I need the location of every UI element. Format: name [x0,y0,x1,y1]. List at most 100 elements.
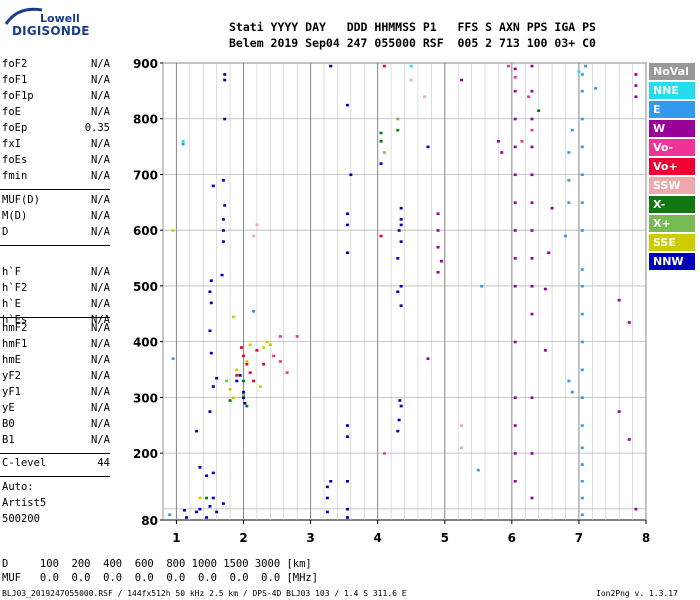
param-name: yF2 [2,370,21,382]
point-w [426,357,430,360]
point-nnw [399,223,403,227]
point-nnw [349,173,353,177]
point-nne [409,64,413,68]
param-row: h`F N/A [2,266,110,282]
y-tick-label: 80 [141,514,158,528]
param-value: N/A [91,370,110,382]
point-w [530,496,534,500]
point-ssw [252,234,256,238]
point-e [580,479,584,483]
point-x [242,379,245,383]
x-tick-label: 6 [508,531,516,545]
point-w [634,507,638,511]
point-vo [278,335,282,338]
param-name: h`E [2,298,21,310]
point-nnw [223,117,227,121]
point-x [245,404,249,408]
param-row: yF2 N/A [2,370,110,386]
x-tick-label: 3 [306,531,314,545]
param-value: N/A [91,298,110,310]
point-nnw [345,223,349,227]
point-w [530,257,534,260]
point-sse [262,346,266,349]
point-nnw [396,429,400,433]
point-sse [231,315,235,319]
point-e [181,142,185,146]
point-nnw [238,374,242,377]
point-e [580,424,584,427]
autoscaling-info-line: 500200 [2,513,40,525]
point-vo [379,234,383,238]
point-nnw [399,206,403,210]
point-vo [239,346,243,349]
point-w [436,212,440,216]
point-vo [527,95,531,99]
param-row: foEs N/A [2,154,110,170]
param-value: N/A [91,106,110,118]
point-e [567,201,571,204]
point-nnw [195,429,199,433]
point-nnw [211,496,215,500]
param-name: hmE [2,354,21,366]
point-e [580,201,584,204]
point-e [580,268,584,271]
point-e [567,179,571,182]
point-w [543,349,547,352]
point-vo [262,362,266,366]
point-sse [231,396,235,399]
point-w [439,259,443,263]
point-w [634,84,638,87]
point-e [580,145,584,149]
point-vo [248,371,252,374]
point-nnw [205,516,209,519]
point-e [580,446,584,450]
param-value: N/A [91,418,110,430]
point-w [513,340,517,344]
point-e [594,87,598,90]
point-w [513,117,517,121]
y-tick-label: 800 [133,113,158,127]
param-value: N/A [91,58,110,70]
point-w [513,424,517,427]
point-nne [577,70,581,73]
legend-item-x: X- [649,196,695,213]
param-row: hmE N/A [2,354,110,370]
param-value: 0.35 [84,122,110,134]
point-nnw [397,418,401,422]
point-vo [285,371,289,374]
param-value: N/A [91,90,110,102]
point-sse [248,343,252,347]
point-nnw [223,73,227,76]
point-nnw [221,229,225,232]
point-w [530,117,534,121]
point-nnw [221,240,225,243]
point-nnw [211,471,215,475]
legend-item-w: W [649,120,695,137]
param-value: N/A [91,138,110,150]
x-tick-label: 1 [172,531,180,545]
point-sse [268,343,272,347]
point-nnw [215,510,219,514]
point-w [513,145,517,149]
point-nnw [198,507,202,511]
point-nnw [345,424,349,427]
param-name: B1 [2,434,15,446]
autoscaling-info-line: Artist5 [2,497,47,509]
point-x [242,393,245,397]
clevel-label: C-level [2,457,47,469]
point-vo [278,360,282,363]
point-e [580,89,584,93]
x-tick-label: 8 [642,531,650,545]
point-nnw [396,257,400,260]
param-row: yE N/A [2,402,110,418]
point-e [252,310,256,313]
point-nnw [211,385,215,388]
point-w [460,78,464,82]
point-nnw [329,64,333,68]
panel-divider [0,189,110,190]
point-e [171,357,175,360]
param-value: N/A [91,194,110,206]
point-w [513,67,517,71]
point-vo [295,335,299,338]
point-w [530,452,534,455]
